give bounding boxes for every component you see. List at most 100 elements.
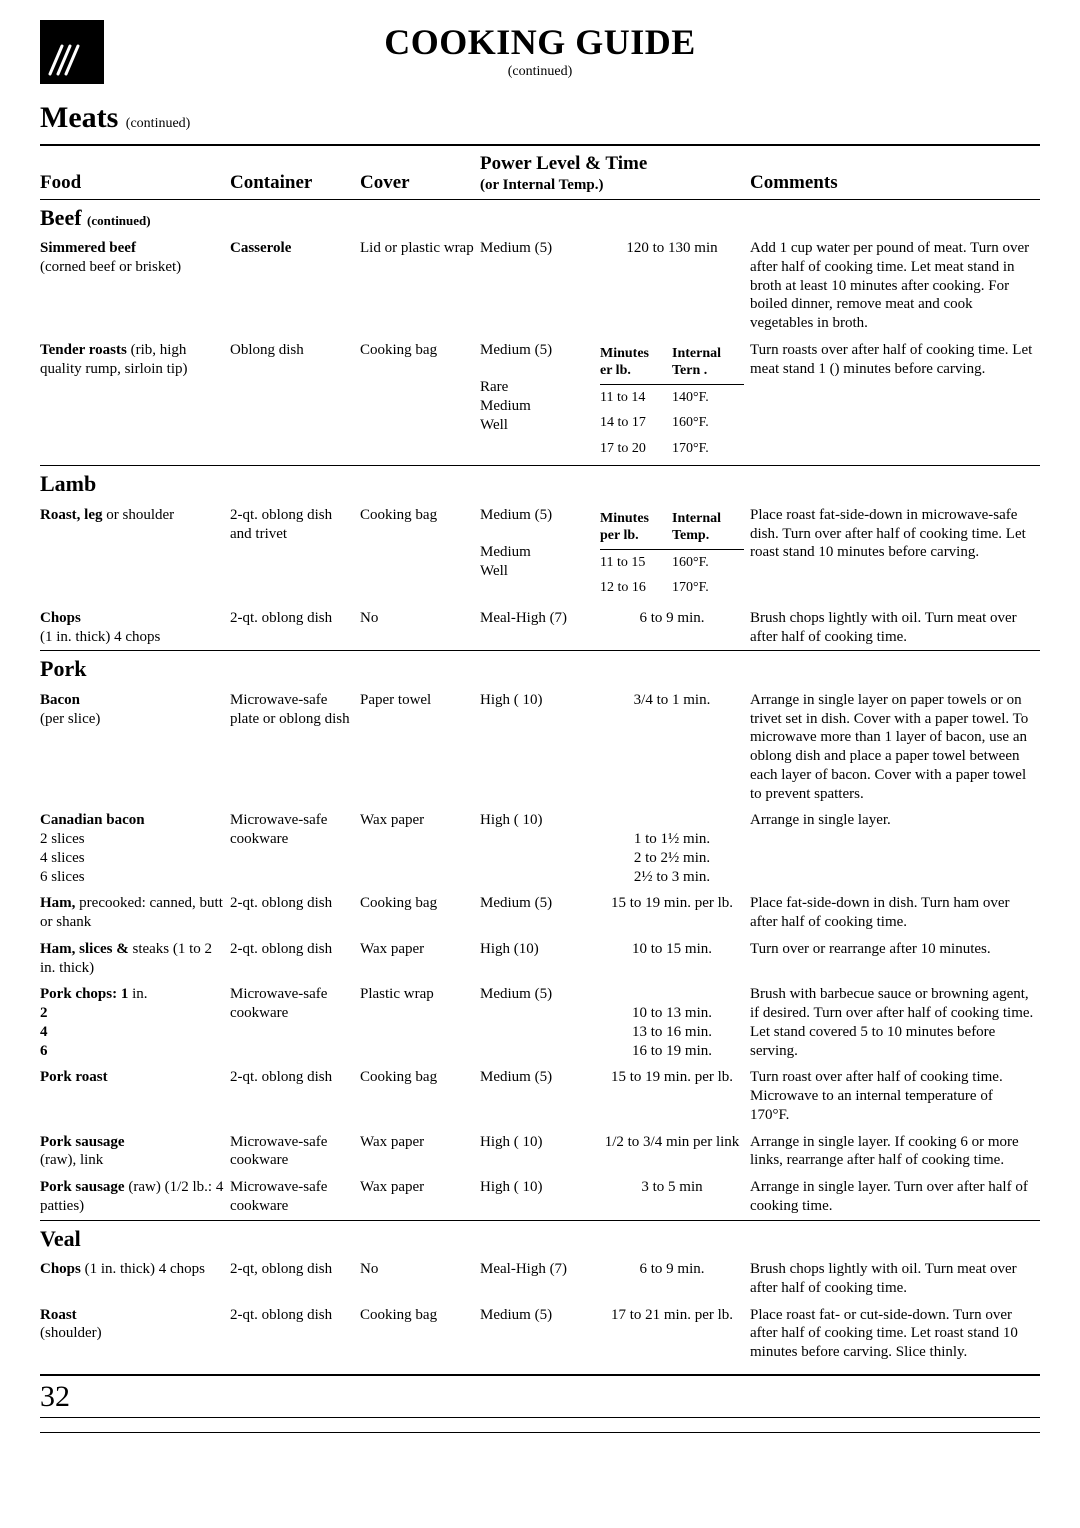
- cover-cell: Wax paper: [360, 936, 480, 982]
- power-cell: Medium (5) Rare Medium Well: [480, 337, 600, 466]
- pork-heading: Pork: [40, 651, 1040, 687]
- pork-hamslices-row: Ham, slices & steaks (1 to 2 in. thick) …: [40, 936, 1040, 982]
- cover-cell: Cooking bag: [360, 1064, 480, 1128]
- container-cell: 2-qt. oblong dish and trivet: [230, 502, 360, 605]
- power-cell: Medium (5) Medium Well: [480, 502, 600, 605]
- time-cell: Minuteser lb.InternalTern . 11 to 14140°…: [600, 337, 750, 466]
- pork-chops-row: Pork chops: 1 in. 2 4 6 Microwave-safe c…: [40, 981, 1040, 1064]
- col-container: Container: [230, 148, 360, 199]
- cover-cell: Plastic wrap: [360, 981, 480, 1064]
- power-cell: High ( 10): [480, 1129, 600, 1175]
- cover-cell: Cooking bag: [360, 502, 480, 605]
- beef-tender-row: Tender roasts (rib, high quality rump, s…: [40, 337, 1040, 466]
- col-power: Power Level & Time (or Internal Temp.): [480, 148, 750, 199]
- veal-roast-row: Roast(shoulder) 2-qt. oblong dish Cookin…: [40, 1302, 1040, 1366]
- section-label: Meats: [40, 101, 118, 134]
- power-cell: Meal-High (7): [480, 1256, 600, 1302]
- power-cell: Medium (5): [480, 981, 600, 1064]
- section-heading: Meats (continued): [40, 99, 1040, 137]
- comments-cell: Brush with barbecue sauce or browning ag…: [750, 981, 1040, 1064]
- container-cell: 2-qt. oblong dish: [230, 936, 360, 982]
- food-cell: Bacon(per slice): [40, 687, 230, 808]
- time-cell: 1/2 to 3/4 min per link: [600, 1129, 750, 1175]
- container-cell: 2-qt. oblong dish: [230, 1302, 360, 1366]
- section-cont: (continued): [126, 116, 191, 131]
- power-cell: High ( 10): [480, 807, 600, 890]
- page-number: 32: [40, 1378, 1040, 1419]
- cover-cell: Cooking bag: [360, 890, 480, 936]
- power-cell: High (10): [480, 936, 600, 982]
- container-cell: Microwave-safe cookware: [230, 1174, 360, 1220]
- lamb-heading: Lamb: [40, 466, 1040, 502]
- time-cell: 1 to 1½ min. 2 to 2½ min. 2½ to 3 min.: [600, 807, 750, 890]
- food-cell: Pork chops: 1 in. 2 4 6: [40, 981, 230, 1064]
- main-title: COOKING GUIDE: [40, 20, 1040, 65]
- col-power-top: Power Level & Time: [480, 153, 647, 174]
- power-cell: Meal-High (7): [480, 605, 600, 651]
- col-food: Food: [40, 148, 230, 199]
- lamb-roast-row: Roast, leg or shoulder 2-qt. oblong dish…: [40, 502, 1040, 605]
- veal-heading-row: Veal: [40, 1220, 1040, 1256]
- cover-cell: No: [360, 605, 480, 651]
- container-cell: 2-qt. oblong dish: [230, 605, 360, 651]
- food-cell: Tender roasts (rib, high quality rump, s…: [40, 337, 230, 466]
- beef-cont: (continued): [87, 213, 151, 228]
- power-cell: Medium (5): [480, 890, 600, 936]
- food-cell: Simmered beef(corned beef or brisket): [40, 235, 230, 337]
- pork-sausage-link-row: Pork sausage(raw), link Microwave-safe c…: [40, 1129, 1040, 1175]
- cover-cell: Paper towel: [360, 687, 480, 808]
- time-cell: 3 to 5 min: [600, 1174, 750, 1220]
- pork-heading-row: Pork: [40, 651, 1040, 687]
- container-cell: 2-qt. oblong dish: [230, 890, 360, 936]
- container-cell: Microwave-safe cookware: [230, 807, 360, 890]
- food-cell: Pork sausage (raw) (1/2 lb.: 4 patties): [40, 1174, 230, 1220]
- container-cell: Microwave-safe cookware: [230, 1129, 360, 1175]
- cover-cell: Cooking bag: [360, 1302, 480, 1366]
- comments-cell: Brush chops lightly with oil. Turn meat …: [750, 605, 1040, 651]
- cover-cell: Cooking bag: [360, 337, 480, 466]
- food-cell: Chops (1 in. thick) 4 chops: [40, 1256, 230, 1302]
- col-comments: Comments: [750, 148, 1040, 199]
- comments-cell: Place fat-side-down in dish. Turn ham ov…: [750, 890, 1040, 936]
- time-cell: Minutesper lb.InternalTemp. 11 to 15160°…: [600, 502, 750, 605]
- cooking-table: Food Container Cover Power Level & Time …: [40, 148, 1040, 1366]
- comments-cell: Brush chops lightly with oil. Turn meat …: [750, 1256, 1040, 1302]
- time-cell: 15 to 19 min. per lb.: [600, 890, 750, 936]
- comments-cell: Arrange in single layer. If cooking 6 or…: [750, 1129, 1040, 1175]
- time-cell: 3/4 to 1 min.: [600, 687, 750, 808]
- food-cell: Pork roast: [40, 1064, 230, 1128]
- comments-cell: Place roast fat-side-down in microwave-s…: [750, 502, 1040, 605]
- time-cell: 17 to 21 min. per lb.: [600, 1302, 750, 1366]
- comments-cell: Turn roast over after half of cooking ti…: [750, 1064, 1040, 1128]
- power-cell: High ( 10): [480, 687, 600, 808]
- power-cell: Medium (5): [480, 1302, 600, 1366]
- food-cell: Pork sausage(raw), link: [40, 1129, 230, 1175]
- time-cell: 6 to 9 min.: [600, 605, 750, 651]
- lamb-chops-row: Chops(1 in. thick) 4 chops 2-qt. oblong …: [40, 605, 1040, 651]
- cover-cell: Lid or plastic wrap: [360, 235, 480, 337]
- pork-roast-row: Pork roast 2-qt. oblong dish Cooking bag…: [40, 1064, 1040, 1128]
- time-cell: 6 to 9 min.: [600, 1256, 750, 1302]
- beef-heading-row: Beef (continued): [40, 199, 1040, 235]
- container-cell: 2-qt. oblong dish: [230, 1064, 360, 1128]
- time-cell: 15 to 19 min. per lb.: [600, 1064, 750, 1128]
- food-cell: Chops(1 in. thick) 4 chops: [40, 605, 230, 651]
- beef-heading: Beef: [40, 205, 82, 230]
- comments-cell: Arrange in single layer on paper towels …: [750, 687, 1040, 808]
- power-cell: Medium (5): [480, 235, 600, 337]
- food-cell: Canadian bacon 2 slices 4 slices 6 slice…: [40, 807, 230, 890]
- cover-cell: Wax paper: [360, 1174, 480, 1220]
- main-subtitle: (continued): [40, 63, 1040, 81]
- cover-cell: Wax paper: [360, 1129, 480, 1175]
- rule-top: [40, 144, 1040, 146]
- container-cell: Casserole: [230, 235, 360, 337]
- container-cell: Oblong dish: [230, 337, 360, 466]
- food-cell: Roast, leg or shoulder: [40, 502, 230, 605]
- page-header: COOKING GUIDE (continued) Meats (continu…: [40, 20, 1040, 136]
- lamb-heading-row: Lamb: [40, 466, 1040, 502]
- power-cell: Medium (5): [480, 1064, 600, 1128]
- comments-cell: Add 1 cup water per pound of meat. Turn …: [750, 235, 1040, 337]
- container-cell: Microwave-safe cookware: [230, 981, 360, 1064]
- comments-cell: Turn roasts over after half of cooking t…: [750, 337, 1040, 466]
- veal-chops-row: Chops (1 in. thick) 4 chops 2-qt, oblong…: [40, 1256, 1040, 1302]
